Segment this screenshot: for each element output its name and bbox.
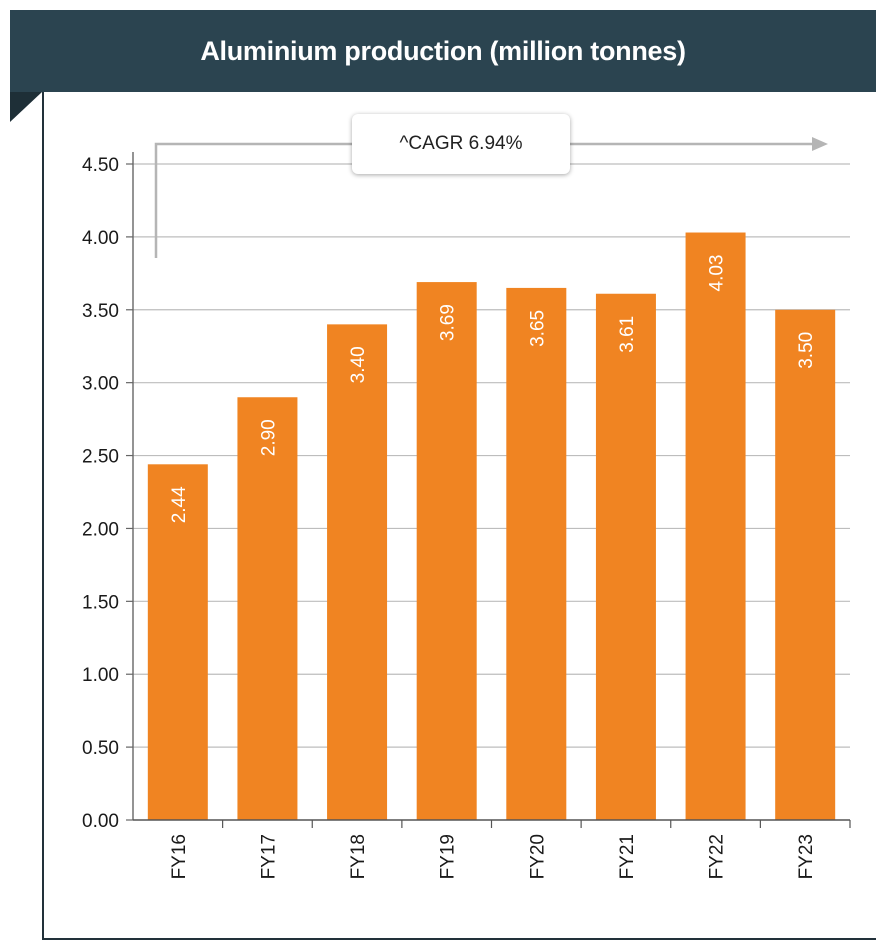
cagr-arrowhead-icon — [812, 137, 828, 151]
chart-frame — [42, 92, 876, 940]
y-tick-label: 0.00 — [82, 811, 119, 832]
chart-header: Aluminium production (million tonnes) — [10, 10, 876, 92]
x-tick-label: FY23 — [796, 834, 817, 879]
bar-value-label: 2.44 — [169, 486, 190, 523]
x-tick-label: FY21 — [617, 834, 638, 879]
x-tick-label: FY20 — [527, 834, 548, 879]
cagr-arrow-line — [154, 142, 812, 258]
bar-value-label: 4.03 — [707, 255, 728, 292]
bar-fy16 — [147, 464, 208, 820]
bar-fy22 — [685, 232, 746, 820]
x-tick-label: FY22 — [707, 834, 728, 879]
cagr-annotation-box: ^CAGR 6.94% — [352, 114, 570, 174]
x-tick-label: FY16 — [169, 834, 190, 879]
bar-fy23 — [775, 309, 836, 820]
bar-value-label: 3.69 — [438, 304, 459, 341]
y-tick-label: 3.50 — [82, 301, 119, 322]
bar-fy18 — [327, 324, 388, 820]
y-tick-label: 1.00 — [82, 665, 119, 686]
bar-fy17 — [237, 397, 298, 820]
chart-title: Aluminium production (million tonnes) — [200, 35, 686, 66]
header-fold-decoration — [10, 92, 42, 122]
cagr-arrow — [154, 137, 828, 258]
bar-fy20 — [506, 287, 567, 820]
x-tick-label: FY17 — [258, 834, 279, 879]
y-tick-label: 4.00 — [82, 228, 119, 249]
x-tick-label: FY19 — [438, 834, 459, 879]
axes: 0.00 0.50 1.00 1.50 2.00 2.50 3.00 3.50 4.00 4.50… — [82, 152, 851, 879]
y-tick-label: 2.50 — [82, 447, 119, 468]
y-tick-label: 4.50 — [82, 155, 119, 176]
y-tick-label: 0.50 — [82, 738, 119, 759]
y-tick-label: 2.00 — [82, 519, 119, 540]
bar-fy19 — [416, 282, 477, 821]
bars: 2.44 2.90 3.40 3.69 3.65 3.61 4.03 3.50 — [147, 232, 836, 821]
cagr-label: ^CAGR 6.94% — [399, 133, 523, 154]
bar-value-label: 3.61 — [617, 316, 638, 353]
bar-value-label: 3.40 — [348, 346, 369, 383]
bar-fy21 — [595, 293, 656, 821]
bar-value-label: 3.50 — [796, 332, 817, 369]
x-tick-label: FY18 — [348, 834, 369, 879]
bar-value-label: 2.90 — [258, 419, 279, 456]
y-tick-label: 3.00 — [82, 374, 119, 395]
bar-value-label: 3.65 — [527, 310, 548, 347]
y-tick-label: 1.50 — [82, 592, 119, 613]
